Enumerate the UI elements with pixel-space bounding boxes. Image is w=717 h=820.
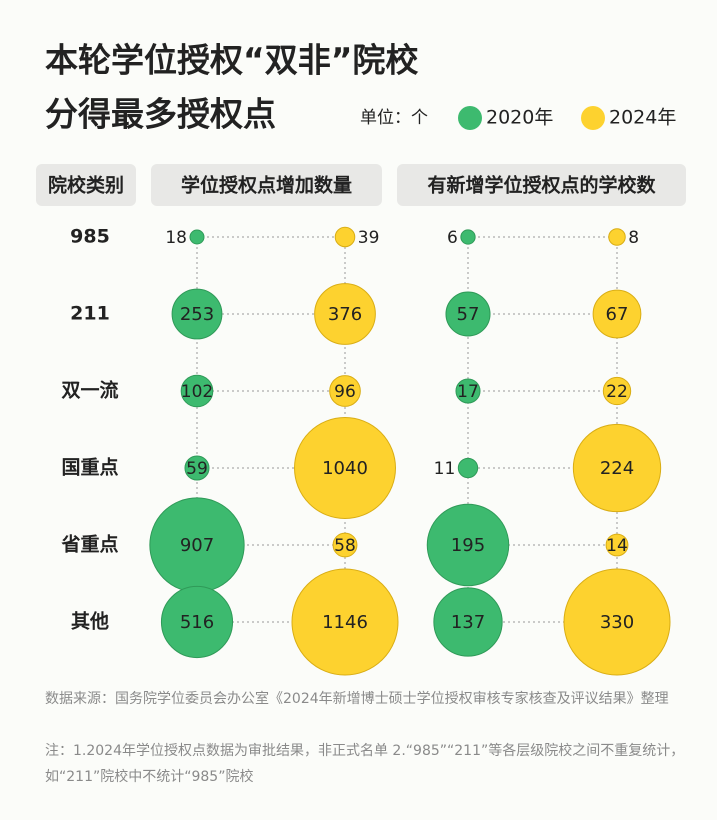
legend-label: 2020年 bbox=[486, 107, 553, 129]
bubble bbox=[314, 283, 376, 345]
bubble bbox=[329, 375, 361, 407]
bubble bbox=[160, 585, 234, 659]
bubble bbox=[457, 457, 479, 479]
value-label: 18 bbox=[165, 228, 187, 248]
value-label: 6 bbox=[447, 228, 458, 248]
header-box bbox=[151, 164, 382, 206]
value-label: 330 bbox=[600, 612, 634, 633]
bubble bbox=[572, 423, 662, 513]
value-label: 17 bbox=[457, 382, 479, 402]
header-box bbox=[397, 164, 686, 206]
unit-label: 单位：个 bbox=[360, 108, 428, 128]
category-label: 985 bbox=[70, 226, 110, 248]
bubble bbox=[184, 455, 210, 481]
bubble bbox=[592, 289, 642, 339]
value-label: 376 bbox=[328, 304, 362, 325]
bubble bbox=[332, 532, 358, 558]
chart-title: 本轮学位授权“双非”院校 bbox=[45, 41, 418, 80]
bubble bbox=[291, 568, 399, 676]
bubble bbox=[608, 228, 626, 246]
bubble bbox=[171, 288, 223, 340]
bubble bbox=[334, 226, 356, 248]
value-label: 137 bbox=[451, 612, 485, 633]
value-label: 14 bbox=[606, 536, 628, 556]
header-box bbox=[36, 164, 136, 206]
legend-swatch bbox=[458, 106, 482, 130]
bubble bbox=[460, 229, 476, 245]
bubble bbox=[294, 417, 396, 519]
value-label: 253 bbox=[180, 304, 214, 325]
category-label: 国重点 bbox=[61, 457, 118, 479]
value-label: 1040 bbox=[322, 458, 368, 479]
column-header: 院校类别 bbox=[48, 174, 124, 197]
bubble bbox=[605, 533, 629, 557]
footnote: 注：1.2024年学位授权点数据为审批结果，非正式名单 2.“985”“211”… bbox=[45, 743, 685, 785]
source-note: 数据来源：国务院学位委员会办公室《2024年新增博士硕士学位授权审核专家核查及评… bbox=[45, 691, 669, 707]
chart-title: 分得最多授权点 bbox=[45, 95, 276, 134]
value-label: 11 bbox=[434, 459, 456, 479]
category-label: 其他 bbox=[71, 610, 109, 633]
bubble bbox=[433, 587, 503, 657]
value-label: 1146 bbox=[322, 612, 368, 633]
category-label: 省重点 bbox=[60, 534, 118, 556]
legend-swatch bbox=[581, 106, 605, 130]
bubble bbox=[180, 374, 214, 408]
bubble bbox=[602, 376, 632, 406]
value-label: 8 bbox=[628, 228, 639, 248]
bubble bbox=[445, 291, 491, 337]
category-label: 211 bbox=[70, 303, 110, 325]
panel-title: 有新增学位授权点的学校数 bbox=[427, 174, 656, 197]
value-label: 195 bbox=[451, 535, 485, 556]
bubble bbox=[426, 503, 510, 587]
bubble bbox=[189, 229, 205, 245]
category-label: 双一流 bbox=[61, 379, 118, 402]
value-label: 96 bbox=[334, 382, 356, 402]
value-label: 57 bbox=[457, 304, 480, 325]
legend-label: 2024年 bbox=[609, 107, 676, 129]
panel-title: 学位授权点增加数量 bbox=[181, 174, 352, 197]
value-label: 39 bbox=[358, 228, 380, 248]
value-label: 59 bbox=[186, 459, 208, 479]
value-label: 67 bbox=[606, 304, 629, 325]
value-label: 102 bbox=[181, 382, 213, 402]
value-label: 58 bbox=[334, 536, 356, 556]
value-label: 22 bbox=[606, 382, 628, 402]
value-label: 224 bbox=[600, 458, 634, 479]
value-label: 516 bbox=[180, 612, 214, 633]
bubble bbox=[455, 378, 481, 404]
chart: 本轮学位授权“双非”院校 分得最多授权点 单位：个 院校类别 2020年 2024… bbox=[36, 40, 686, 676]
value-label: 907 bbox=[180, 535, 214, 556]
bubble bbox=[563, 568, 671, 676]
